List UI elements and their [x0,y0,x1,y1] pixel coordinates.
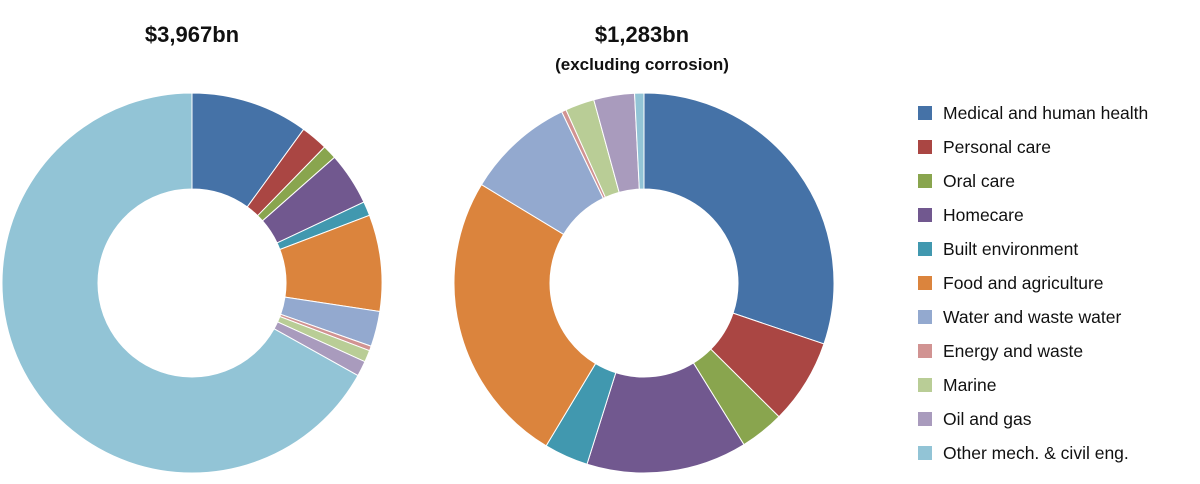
legend-label: Energy and waste [943,340,1084,361]
legend-label: Oil and gas [943,408,1032,429]
donut-1-slice-other-mech-and-civil-eng [1,92,359,474]
legend-label: Homecare [943,204,1024,225]
legend-label: Other mech. & civil eng. [943,442,1129,463]
legend-item-food-and-agriculture: Food and agriculture [918,266,1148,300]
legend-item-medical-and-human-health: Medical and human health [918,96,1148,130]
legend-swatch [918,174,932,188]
legend-item-oral-care: Oral care [918,164,1148,198]
legend-swatch [918,344,932,358]
legend-label: Built environment [943,238,1079,259]
legend-swatch [918,208,932,222]
legend-swatch [918,106,932,120]
legend-swatch [918,242,932,256]
legend-swatch [918,140,932,154]
legend-label: Oral care [943,170,1015,191]
legend-item-built-environment: Built environment [918,232,1148,266]
donut-chart-1 [1,92,383,474]
legend-swatch [918,310,932,324]
legend-label: Food and agriculture [943,272,1104,293]
legend-item-water-and-waste-water: Water and waste water [918,300,1148,334]
chart-2-title: $1,283bn [594,22,690,47]
legend-swatch [918,378,932,392]
legend-item-marine: Marine [918,368,1148,402]
legend-label: Personal care [943,136,1051,157]
donut-chart-2 [453,92,835,474]
donut-2-slice-food-and-agriculture [453,183,597,447]
legend-label: Water and waste water [943,306,1122,327]
legend-swatch [918,446,932,460]
donut-2-slice-homecare [586,362,745,474]
legend-swatch [918,412,932,426]
donut-2-slice-other-mech-and-civil-eng [634,92,645,190]
legend-label: Medical and human health [943,102,1149,123]
donut-2-slice-medical-and-human-health [643,92,835,345]
legend-item-homecare: Homecare [918,198,1148,232]
legend-label: Marine [943,374,997,395]
legend-item-other-mech-and-civil-eng: Other mech. & civil eng. [918,436,1148,470]
legend-item-energy-and-waste: Energy and waste [918,334,1148,368]
chart-1-title: $3,967bn [144,22,240,47]
legend-swatch [918,276,932,290]
chart-2-subtitle: (excluding corrosion) [555,55,729,74]
legend-item-personal-care: Personal care [918,130,1148,164]
legend-item-oil-and-gas: Oil and gas [918,402,1148,436]
chart-legend: Medical and human health Personal care Ora… [918,96,1148,470]
